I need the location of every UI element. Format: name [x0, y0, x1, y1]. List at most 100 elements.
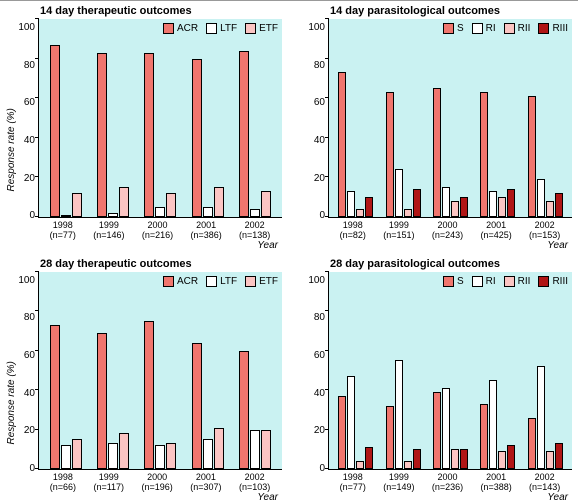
bar — [108, 443, 118, 469]
bar-group — [144, 19, 176, 217]
bar — [203, 439, 213, 469]
bar-groups — [39, 272, 282, 470]
legend-item: ACR — [163, 23, 198, 34]
year-label: 2002 — [239, 220, 270, 230]
bar — [97, 333, 107, 469]
bar — [97, 53, 107, 217]
plot-row: Response rate (%)1008060402001998(n=66)1… — [6, 272, 282, 503]
bar — [528, 418, 536, 469]
x-tick-label: 1998(n=77) — [340, 472, 366, 494]
x-tick-label: 1999(n=151) — [383, 220, 414, 242]
year-label: 2000 — [432, 472, 463, 482]
bar — [338, 396, 346, 469]
legend-item: LTF — [206, 23, 237, 34]
bar-group — [433, 19, 468, 217]
x-axis: 1998(n=66)1999(n=117)2000(n=196)2001(n=3… — [38, 470, 282, 494]
legend: ACR LTF ETF — [163, 276, 278, 287]
legend-label: ACR — [177, 276, 198, 287]
x-tick-label: 2001(n=388) — [480, 472, 511, 494]
year-label: 1999 — [383, 472, 414, 482]
bar — [507, 445, 515, 469]
legend: ACR LTF ETF — [163, 23, 278, 34]
x-tick-label: 1998(n=66) — [50, 472, 76, 494]
bar — [442, 388, 450, 469]
legend-item: S — [443, 276, 464, 287]
x-tick-label: 1999(n=117) — [93, 472, 124, 494]
y-tick-label: 80 — [308, 313, 325, 323]
bar — [395, 169, 403, 216]
bar — [239, 351, 249, 470]
plot-wrap: 1998(n=66)1999(n=117)2000(n=196)2001(n=3… — [38, 272, 282, 503]
bar-group — [144, 272, 176, 470]
x-tick-label: 2001(n=425) — [480, 220, 511, 242]
year-label: 1998 — [50, 472, 76, 482]
bar — [261, 430, 271, 470]
year-label: 1998 — [50, 220, 76, 230]
bar — [413, 189, 421, 217]
bar — [480, 404, 488, 469]
legend-item: ACR — [163, 276, 198, 287]
year-label: 1999 — [93, 220, 124, 230]
figure: 14 day therapeutic outcomesACRLTFETFResp… — [0, 0, 578, 502]
bar — [498, 197, 506, 217]
plot-area — [328, 272, 572, 471]
legend-label: ETF — [259, 276, 278, 287]
x-tick-label: 2000(n=196) — [142, 472, 173, 494]
bar-group — [97, 19, 129, 217]
y-tick-label: 60 — [308, 351, 325, 361]
legend-label: RI — [486, 23, 496, 34]
bar — [442, 187, 450, 217]
legend-label: S — [457, 23, 464, 34]
plot-area — [38, 272, 282, 471]
bar-group — [480, 272, 515, 470]
x-axis-label: Year — [328, 240, 572, 250]
x-tick-label: 1998(n=82) — [340, 220, 366, 242]
x-tick-label: 2001(n=386) — [190, 220, 221, 242]
panel-title: 14 day parasitological outcomes — [330, 5, 572, 17]
bar — [546, 451, 554, 469]
bar — [166, 193, 176, 217]
bar — [480, 92, 488, 216]
legend-label: RI — [486, 276, 496, 287]
bar — [489, 191, 497, 217]
legend-item: LTF — [206, 276, 237, 287]
legend-label: RII — [518, 276, 531, 287]
y-tick-label: 60 — [18, 351, 35, 361]
bar — [203, 207, 213, 217]
legend-item: ETF — [245, 23, 278, 34]
bar-group — [528, 19, 563, 217]
panel-title: 28 day therapeutic outcomes — [40, 258, 282, 270]
legend-item: RI — [472, 276, 496, 287]
bar — [460, 197, 468, 217]
y-tick-label: 20 — [308, 174, 325, 184]
y-axis-label — [296, 272, 308, 503]
bar-group — [386, 19, 421, 217]
y-tick-label: 60 — [308, 98, 325, 108]
legend-item: RIII — [538, 23, 568, 34]
bar-group — [97, 272, 129, 470]
x-tick-label: 1998(n=77) — [50, 220, 76, 242]
legend: S RI RII RIII — [443, 276, 568, 287]
y-tick-label: 0 — [308, 464, 325, 474]
bar — [347, 191, 355, 217]
bar — [239, 51, 249, 217]
y-tick-label: 40 — [308, 136, 325, 146]
year-label: 2001 — [480, 472, 511, 482]
bar — [404, 209, 412, 217]
bar — [50, 325, 60, 469]
plot-row: 1008060402001998(n=77)1999(n=149)2000(n=… — [296, 272, 572, 503]
bar-groups — [329, 19, 572, 217]
legend-label: RIII — [552, 23, 568, 34]
legend-item: S — [443, 23, 464, 34]
bar — [108, 213, 118, 217]
legend-swatch — [163, 23, 174, 34]
legend-item: RIII — [538, 276, 568, 287]
x-axis: 1998(n=77)1999(n=146)2000(n=216)2001(n=3… — [38, 218, 282, 242]
x-axis-label: Year — [38, 492, 282, 502]
legend-swatch — [443, 23, 454, 34]
y-tick-label: 0 — [308, 211, 325, 221]
y-axis-label: Response rate (%) — [6, 19, 18, 250]
legend-swatch — [206, 23, 217, 34]
bar — [528, 96, 536, 216]
bar — [166, 443, 176, 469]
